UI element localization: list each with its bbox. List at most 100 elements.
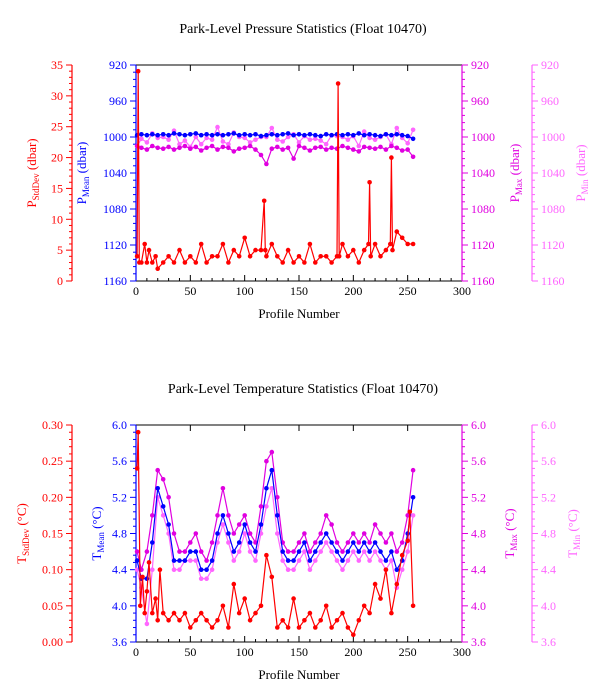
- data-point: [367, 135, 372, 141]
- data-point: [188, 625, 193, 630]
- data-point: [372, 581, 378, 587]
- data-point: [399, 132, 405, 138]
- data-point: [302, 531, 307, 536]
- data-point: [280, 558, 286, 563]
- data-point: [302, 132, 307, 138]
- data-point: [144, 140, 150, 145]
- y-tick-label: 3.6: [471, 635, 486, 649]
- data-point: [226, 540, 231, 545]
- y-tick-label: 1080: [471, 202, 495, 216]
- data-point: [215, 513, 220, 518]
- data-point: [383, 132, 389, 137]
- data-point: [160, 477, 166, 482]
- y-tick-label: 4.8: [112, 527, 127, 541]
- y-tick-label: 4.8: [471, 527, 486, 541]
- data-point: [399, 540, 405, 545]
- series-max: [134, 449, 416, 572]
- data-point: [182, 549, 188, 554]
- data-point: [351, 247, 356, 253]
- y-tick-label: 20: [51, 151, 63, 165]
- data-point: [193, 260, 199, 265]
- data-point: [177, 549, 182, 554]
- y-tick-label: 3.6: [541, 635, 556, 649]
- data-point: [275, 132, 280, 138]
- data-point: [193, 549, 199, 554]
- data-point: [144, 260, 150, 265]
- y-tick-label: 1160: [103, 274, 127, 288]
- y-tick-label: 25: [51, 120, 63, 134]
- data-point: [247, 531, 253, 536]
- data-point: [329, 625, 334, 630]
- data-point: [356, 558, 362, 563]
- data-point: [405, 549, 411, 554]
- data-point: [389, 143, 394, 149]
- data-point: [394, 132, 400, 137]
- data-point: [253, 549, 258, 554]
- data-point: [258, 247, 264, 253]
- data-point: [275, 144, 280, 150]
- data-point: [193, 558, 199, 563]
- data-point: [226, 260, 231, 265]
- data-point: [356, 549, 362, 554]
- data-point: [318, 144, 324, 150]
- data-point: [220, 139, 226, 144]
- y-tick-label: 1160: [471, 274, 495, 288]
- data-point: [285, 134, 291, 140]
- data-point: [410, 603, 416, 609]
- data-point: [215, 253, 220, 259]
- y-axis-label: PMin (dbar): [573, 144, 590, 201]
- data-point: [231, 549, 237, 554]
- y-axis-stddev: 0 5 10 15 20 25 30 35 PStdDev (dbar): [24, 58, 73, 288]
- data-point: [296, 143, 302, 149]
- data-point: [269, 486, 275, 491]
- y-tick-label: 4.0: [112, 599, 127, 613]
- data-point: [313, 625, 318, 630]
- data-point: [264, 132, 269, 138]
- data-point: [345, 558, 351, 563]
- data-point: [351, 540, 356, 545]
- data-point: [329, 132, 334, 138]
- data-point: [155, 486, 160, 491]
- data-point: [138, 603, 143, 609]
- y-tick-label: 5.6: [541, 454, 556, 468]
- data-point: [291, 558, 296, 563]
- y-axis-label: TMin (°C): [565, 509, 582, 558]
- data-point: [204, 132, 209, 137]
- data-point: [334, 558, 340, 563]
- y-tick-label: 4.0: [541, 599, 556, 613]
- data-point: [135, 68, 141, 74]
- y-tick-label: 4.4: [112, 563, 127, 577]
- data-point: [302, 618, 307, 623]
- data-point: [345, 137, 351, 142]
- data-point: [171, 610, 177, 616]
- series-mean: [134, 467, 416, 581]
- data-point: [188, 253, 193, 259]
- data-point: [307, 610, 313, 616]
- data-point: [150, 513, 155, 518]
- data-point: [258, 522, 264, 527]
- y-axis-label: TMean (°C): [89, 506, 106, 560]
- data-point: [166, 137, 171, 142]
- y-tick-label: 0.10: [42, 563, 63, 577]
- data-point: [388, 241, 393, 247]
- data-point: [236, 610, 242, 616]
- data-point: [188, 549, 193, 554]
- data-point: [361, 129, 367, 134]
- data-point: [410, 127, 416, 133]
- data-point: [177, 558, 182, 563]
- data-point: [253, 247, 258, 253]
- data-point: [134, 567, 140, 572]
- data-point: [334, 549, 340, 554]
- data-point: [153, 596, 158, 601]
- data-point: [329, 522, 334, 527]
- data-point: [242, 522, 247, 527]
- data-point: [323, 253, 329, 259]
- data-point: [204, 567, 209, 572]
- data-point: [372, 549, 378, 554]
- x-tick-label: 300: [453, 284, 471, 298]
- data-point: [269, 125, 275, 131]
- data-point: [150, 610, 155, 616]
- data-point: [383, 567, 389, 572]
- data-point: [378, 558, 383, 563]
- data-point: [356, 540, 362, 545]
